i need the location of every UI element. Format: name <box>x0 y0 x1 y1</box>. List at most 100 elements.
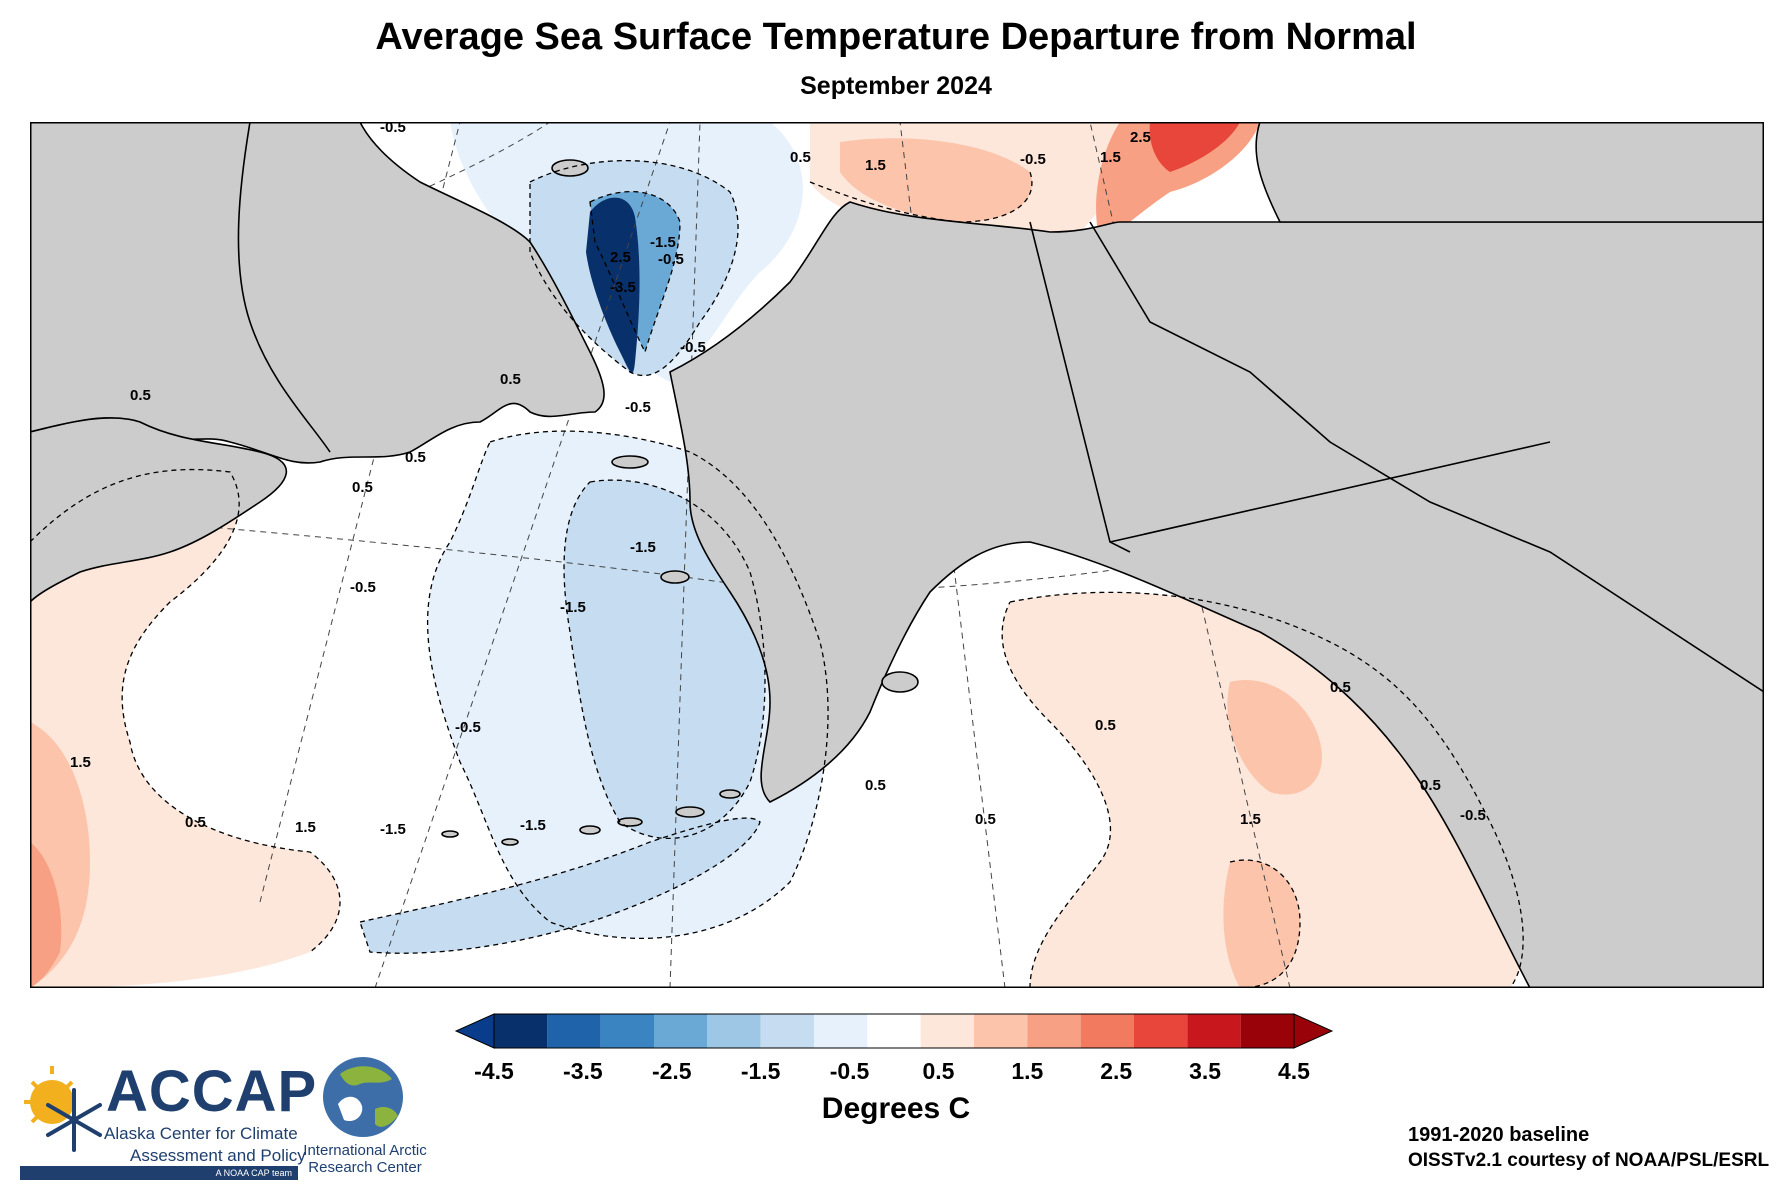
iarc-line1: International Arctic <box>303 1142 427 1159</box>
borders <box>237 122 1764 693</box>
iarc-globe-icon <box>323 1057 403 1137</box>
contour-labels: -0.5 1.5 -0.5 1.5 2.5 0.5 -0.5 2.5 -1.5 … <box>70 122 1486 838</box>
island-aleutian-3 <box>675 806 705 818</box>
colorbar-swatch <box>867 1014 921 1048</box>
contour-label: 0.5 <box>352 479 373 496</box>
fill-nwpacific-warm <box>30 469 340 988</box>
land-siberia <box>30 122 605 464</box>
colorbar-tick-label: -4.5 <box>474 1058 514 1084</box>
baseline-credit: 1991-2020 baseline <box>1408 1124 1590 1146</box>
contour-label: 1.5 <box>1240 811 1261 828</box>
island-aleutian-4 <box>719 789 741 799</box>
map-subtitle: September 2024 <box>800 72 992 100</box>
colorbar-tick-label: 1.5 <box>1011 1058 1044 1084</box>
contour-label: -0.5 <box>1460 807 1486 824</box>
land-canada-north <box>1255 122 1764 223</box>
contour-label: -1.5 <box>380 821 406 838</box>
contour-label: 0.5 <box>865 777 886 794</box>
fill-canada-hot <box>1149 122 1240 172</box>
contour-label: -1.5 <box>650 234 676 251</box>
accap-line1: Alaska Center for Climate <box>104 1124 298 1143</box>
accap-tagline: A NOAA CAP team <box>20 1166 298 1180</box>
accap-logo-text: ACCAP <box>106 1059 318 1124</box>
colorbar-tick-label: 3.5 <box>1189 1058 1222 1084</box>
contour-label: 0.5 <box>130 387 151 404</box>
colorbar-swatch <box>760 1014 814 1048</box>
fill-goa-warm-mid <box>1227 680 1322 795</box>
map-frame <box>30 122 1764 988</box>
accap-snowflake-sun-icon <box>24 1066 102 1152</box>
contour-label: -0.5 <box>680 339 706 356</box>
contour-label: 0.5 <box>1095 717 1116 734</box>
contours <box>30 159 1524 988</box>
contour-label: -0.5 <box>658 251 684 268</box>
colorbar-swatch <box>547 1014 601 1048</box>
contour-label: 2.5 <box>1130 129 1151 146</box>
contour-label: -0.5 <box>350 579 376 596</box>
colorbar-swatch <box>1080 1014 1134 1048</box>
fill-nwpacific-hot <box>30 842 62 988</box>
colorbar-tick-label: 4.5 <box>1278 1058 1310 1084</box>
colorbar-swatch <box>600 1014 654 1048</box>
colorbar-swatch <box>1134 1014 1188 1048</box>
fill-canada-warm <box>1096 122 1260 242</box>
colorbar-swatch <box>974 1014 1028 1048</box>
island-aleutian-1 <box>579 825 601 835</box>
colorbar-swatch <box>494 1014 548 1048</box>
colorbar-swatch <box>1027 1014 1081 1048</box>
contour-label: -0.5 <box>625 399 651 416</box>
colorbar-tick-label: 0.5 <box>922 1058 955 1084</box>
island-aleutian-2 <box>617 817 643 827</box>
land-kamchatka <box>30 417 288 604</box>
colorbar-tick-label: -0.5 <box>829 1058 870 1084</box>
colorbar-swatch <box>920 1014 974 1048</box>
contour-label: -1.5 <box>560 599 586 616</box>
colorbar-units: Degrees C <box>821 1092 971 1125</box>
iarc-label: International Arctic Research Center <box>300 1142 430 1176</box>
contour-label: 0.5 <box>500 371 521 388</box>
contour-label: 1.5 <box>70 754 91 771</box>
contour-label: 0.5 <box>1420 777 1441 794</box>
accap-line2: Assessment and Policy <box>130 1146 306 1165</box>
fill-goa-warm-south <box>1223 860 1300 988</box>
island-wrangel <box>551 159 589 177</box>
contour-label: 1.5 <box>295 819 316 836</box>
colorbar-tick-label: -2.5 <box>651 1058 692 1084</box>
contour-label: -0.5 <box>380 122 406 136</box>
colorbar-swatch <box>707 1014 761 1048</box>
contour-label: 0.5 <box>405 449 426 466</box>
contour-label: 1.5 <box>1100 149 1121 166</box>
colorbar-swatch <box>814 1014 868 1048</box>
colorbar-swatch <box>654 1014 708 1048</box>
island-st-matthew <box>660 570 690 584</box>
colorbar-swatch <box>1187 1014 1241 1048</box>
colorbar-under-arrow <box>454 1013 495 1049</box>
source-credit: OISSTv2.1 courtesy of NOAA/PSL/ESRL <box>1408 1150 1770 1171</box>
island-aleutian-6 <box>441 830 459 838</box>
island-st-lawrence <box>611 455 649 469</box>
colorbar-tick-label: -3.5 <box>563 1058 603 1084</box>
colorbar <box>454 1013 1334 1049</box>
colorbar-swatch <box>1240 1014 1294 1048</box>
iarc-line2: Research Center <box>308 1159 422 1176</box>
contour-label: 0.5 <box>790 149 811 166</box>
sst-anomaly-map: -0.5 1.5 -0.5 1.5 2.5 0.5 -0.5 2.5 -1.5 … <box>30 122 1764 988</box>
colorbar-over-arrow <box>1293 1013 1334 1049</box>
island-kodiak <box>881 671 919 693</box>
contour-label: -0.5 <box>455 719 481 736</box>
contour-label: 1.5 <box>865 157 886 174</box>
contour-label: -3.5 <box>610 279 636 296</box>
fill-chukchi-cold-core <box>586 197 640 373</box>
contour-label: 0.5 <box>975 811 996 828</box>
contour-label: 2.5 <box>610 249 631 266</box>
fill-beaufort-warm-mid <box>840 138 1032 222</box>
colorbar-tick-label: -1.5 <box>740 1058 781 1084</box>
map-title: Average Sea Surface Temperature Departur… <box>375 16 1417 58</box>
contour-label: 0.5 <box>185 814 206 831</box>
island-aleutian-5 <box>501 838 519 846</box>
contour-label: -1.5 <box>520 817 546 834</box>
contour-label: -0.5 <box>1020 151 1046 168</box>
colorbar-tick-label: 2.5 <box>1100 1058 1133 1084</box>
land-alaska <box>669 201 1764 988</box>
contour-label: 0.5 <box>1330 679 1351 696</box>
